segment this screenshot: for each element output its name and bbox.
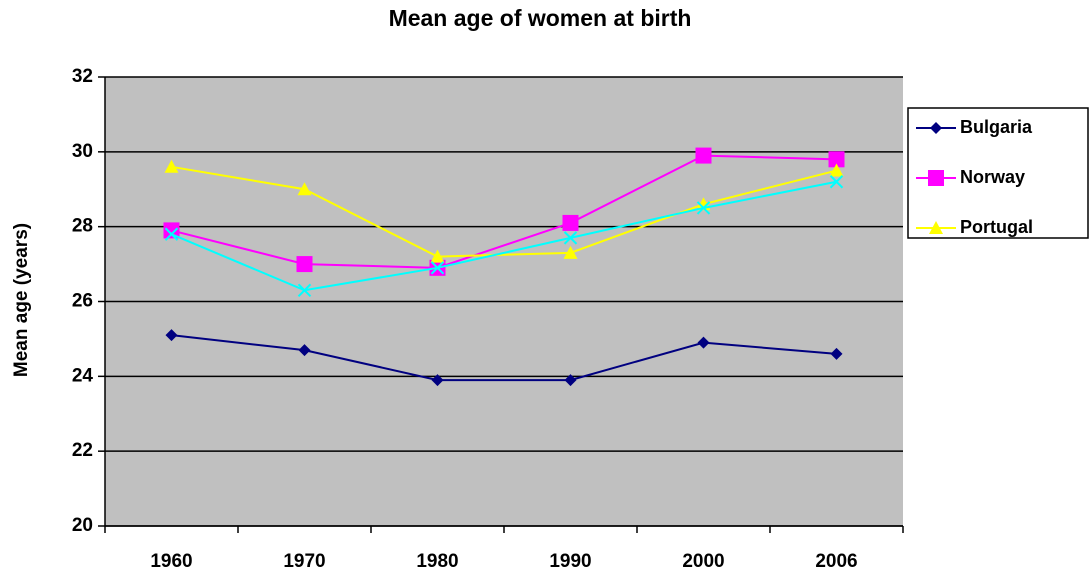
marker	[563, 231, 578, 245]
marker	[697, 336, 710, 349]
marker	[562, 214, 579, 231]
y-tick-label: 26	[72, 291, 93, 312]
y-axis-label: Mean age (years)	[11, 223, 32, 377]
marker	[929, 221, 943, 234]
marker	[165, 329, 178, 342]
chart-title: Mean age of women at birth	[389, 5, 692, 31]
marker	[431, 374, 444, 387]
series-line	[171, 334, 837, 382]
x-tick-label: 2000	[682, 551, 724, 572]
marker	[298, 344, 311, 357]
series-line	[171, 154, 837, 269]
marker	[296, 256, 313, 273]
x-tick-label: 1960	[150, 551, 192, 572]
marker	[564, 374, 577, 387]
marker	[430, 249, 445, 263]
y-tick-label: 20	[72, 515, 93, 536]
marker	[930, 122, 942, 134]
marker	[695, 147, 712, 164]
y-tick-label: 22	[72, 440, 93, 461]
marker	[163, 222, 180, 239]
legend-label: Bulgaria	[960, 117, 1033, 137]
marker	[164, 159, 179, 173]
x-tick-label: 2006	[815, 551, 857, 572]
marker	[928, 170, 944, 186]
series-line	[171, 165, 837, 258]
legend-label: Portugal	[960, 217, 1033, 237]
y-tick-label: 28	[72, 216, 93, 237]
x-tick-label: 1990	[549, 551, 591, 572]
marker	[829, 163, 844, 177]
marker	[297, 182, 312, 196]
marker	[297, 283, 312, 297]
legend-label: Norway	[960, 167, 1025, 187]
legend: Bulgaria Norway Portugal	[907, 107, 1089, 239]
series-line	[171, 180, 837, 292]
x-tick-label: 1980	[416, 551, 458, 572]
y-tick-label: 30	[72, 141, 93, 162]
marker	[830, 347, 843, 360]
marker	[563, 245, 578, 259]
marker	[828, 151, 845, 168]
marker	[164, 227, 179, 241]
y-tick-label: 24	[72, 365, 94, 386]
marker	[829, 175, 844, 189]
marker	[696, 201, 711, 215]
x-tick-label: 1970	[283, 551, 325, 572]
marker	[430, 261, 445, 275]
y-tick-label: 32	[72, 66, 93, 87]
